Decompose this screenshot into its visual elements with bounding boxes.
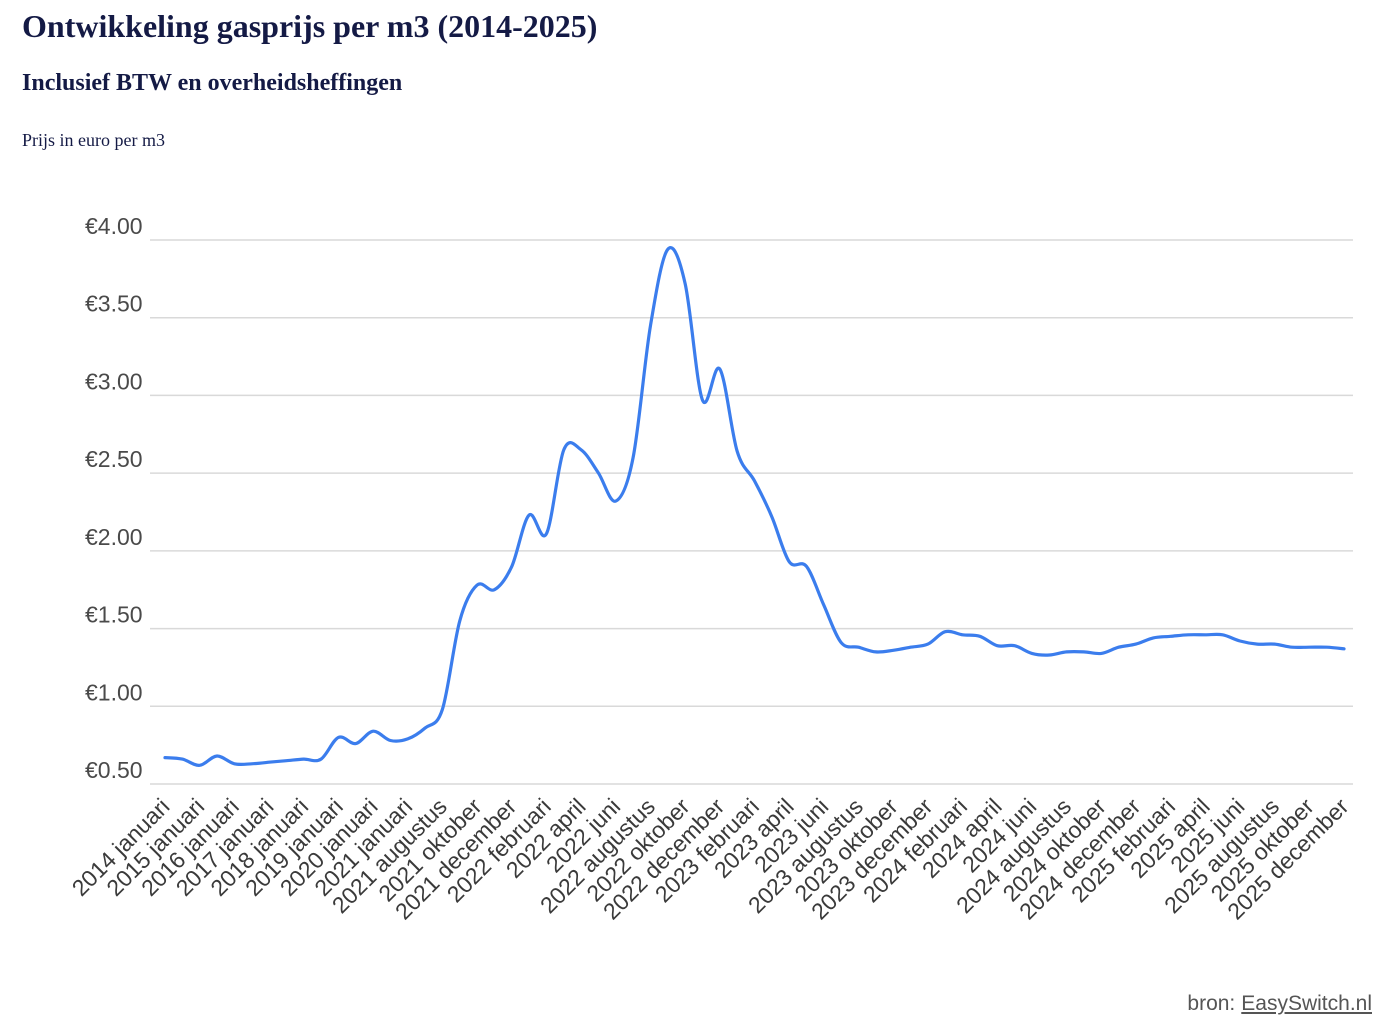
- data-point: [197, 762, 203, 768]
- data-point: [1098, 650, 1104, 656]
- data-point: [318, 756, 324, 762]
- data-point: [1185, 632, 1191, 638]
- y-tick-label: €3.50: [85, 291, 143, 317]
- chart-subtitle: Inclusief BTW en overheidsheffingen: [22, 70, 403, 96]
- data-point: [596, 470, 602, 476]
- data-point: [1306, 644, 1312, 650]
- data-point: [994, 643, 1000, 649]
- y-axis-ticks: €4.00 €3.50 €3.00 €2.50 €2.00 €1.50 €1.00 €0.50: [85, 213, 143, 783]
- data-point: [942, 629, 948, 635]
- data-point: [491, 587, 497, 593]
- y-tick-label: €4.00: [85, 213, 143, 239]
- data-point: [1046, 652, 1052, 658]
- data-point: [1341, 646, 1347, 652]
- y-axis-label: Prijs in euro per m3: [22, 130, 165, 150]
- data-point: [1081, 649, 1087, 655]
- y-tick-label: €3.00: [85, 368, 143, 394]
- source-credit: bron: EasySwitch.nl: [1187, 990, 1372, 1018]
- data-point: [301, 756, 307, 762]
- data-point: [1237, 638, 1243, 644]
- data-point: [630, 455, 636, 461]
- data-point: [526, 512, 532, 518]
- data-point: [977, 633, 983, 639]
- data-point: [422, 725, 428, 731]
- data-point: [1324, 644, 1330, 650]
- y-tick-label: €2.50: [85, 446, 143, 472]
- data-point: [648, 323, 654, 329]
- data-point: [769, 514, 775, 520]
- data-point: [1272, 641, 1278, 647]
- data-point: [405, 736, 411, 742]
- data-point: [1133, 641, 1139, 647]
- source-link[interactable]: EasySwitch.nl: [1241, 992, 1372, 1015]
- data-point: [474, 582, 480, 588]
- data-points: [162, 246, 1347, 768]
- gridlines: [150, 239, 1353, 785]
- data-point: [1064, 649, 1070, 655]
- data-point: [682, 281, 688, 287]
- data-point: [734, 448, 740, 454]
- y-tick-label: €1.00: [85, 679, 143, 705]
- data-point: [890, 647, 896, 653]
- data-point: [821, 602, 827, 608]
- data-point: [804, 563, 810, 569]
- data-point: [1012, 643, 1018, 649]
- y-tick-label: €1.50: [85, 602, 143, 628]
- data-point: [214, 753, 220, 759]
- data-point: [387, 738, 393, 744]
- series-line: [163, 246, 1346, 767]
- data-point: [249, 761, 255, 767]
- data-point: [908, 644, 914, 650]
- data-point: [838, 640, 844, 646]
- data-point: [162, 755, 168, 761]
- data-point: [353, 741, 359, 747]
- data-point: [578, 447, 584, 453]
- chart-title: Ontwikkeling gasprijs per m3 (2014-2025): [22, 8, 598, 44]
- data-point: [786, 559, 792, 565]
- data-point: [543, 531, 549, 537]
- data-point: [856, 644, 862, 650]
- data-point: [561, 447, 567, 453]
- data-point: [1150, 635, 1156, 641]
- data-point: [457, 618, 463, 624]
- data-point: [1220, 632, 1226, 638]
- data-point: [613, 498, 619, 504]
- data-point: [370, 728, 376, 734]
- data-point: [1168, 633, 1174, 639]
- data-point: [665, 246, 671, 252]
- data-point: [283, 758, 289, 764]
- data-point: [717, 366, 723, 372]
- data-point: [509, 563, 515, 569]
- data-point: [1289, 644, 1295, 650]
- data-point: [1202, 632, 1208, 638]
- data-point: [231, 761, 237, 767]
- data-point: [179, 756, 185, 762]
- data-point: [1029, 650, 1035, 656]
- data-point: [752, 478, 758, 484]
- data-point: [1116, 644, 1122, 650]
- data-point: [960, 632, 966, 638]
- data-point: [439, 706, 445, 712]
- data-point: [335, 734, 341, 740]
- data-point: [700, 397, 706, 403]
- source-label: bron:: [1187, 992, 1236, 1015]
- data-point: [1254, 641, 1260, 647]
- data-point: [873, 649, 879, 655]
- data-point: [925, 641, 931, 647]
- y-tick-label: €0.50: [85, 757, 143, 783]
- data-point: [266, 759, 272, 765]
- y-tick-label: €2.00: [85, 524, 143, 550]
